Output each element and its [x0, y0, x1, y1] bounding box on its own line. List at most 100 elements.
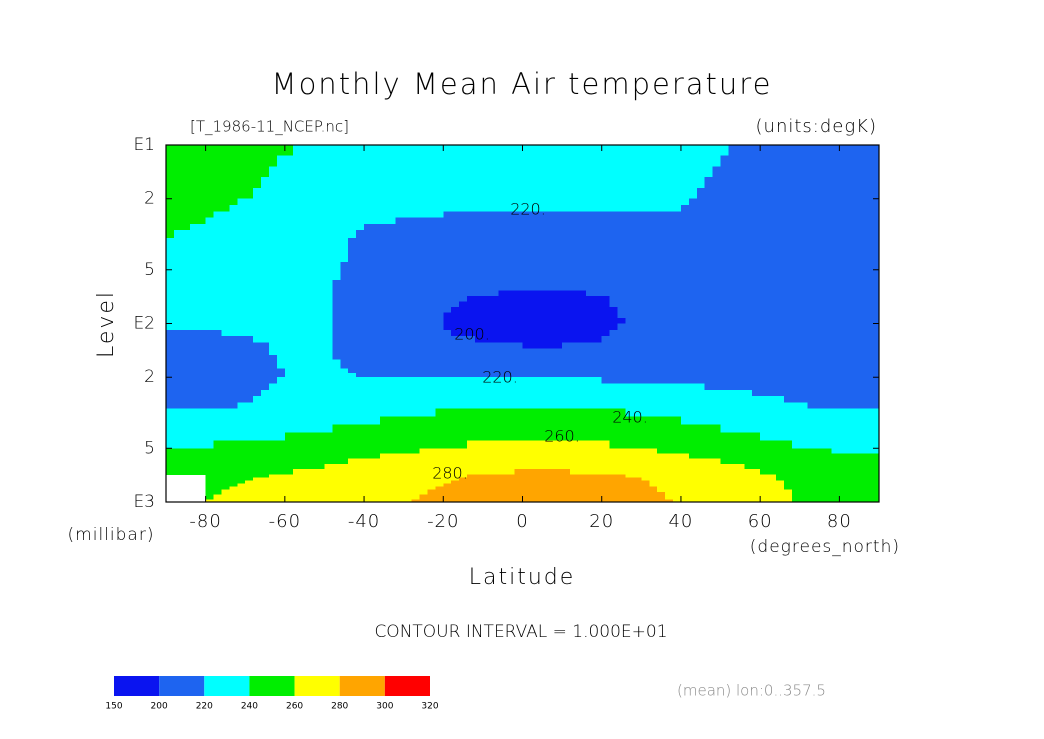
contour-fill — [522, 306, 532, 314]
contour-fill — [292, 396, 302, 403]
contour-fill — [435, 477, 444, 481]
contour-fill — [316, 205, 326, 212]
contour-fill — [871, 469, 880, 475]
contour-fill — [364, 166, 373, 178]
contour-fill — [625, 368, 635, 374]
contour-fill — [680, 269, 690, 276]
contour-fill — [419, 187, 429, 200]
contour-fill — [261, 329, 270, 337]
contour-fill — [617, 323, 627, 331]
contour-fill — [166, 469, 175, 475]
contour-fill — [752, 329, 761, 337]
contour-fill — [451, 372, 460, 378]
contour-fill — [506, 368, 516, 374]
contour-fill — [831, 312, 840, 319]
contour-fill — [173, 155, 183, 168]
contour-fill — [506, 389, 516, 397]
contour-fill — [696, 274, 706, 281]
contour-fill — [744, 211, 753, 219]
contour-fill — [562, 372, 571, 378]
contour-fill — [498, 336, 508, 343]
contour-fill — [807, 187, 817, 200]
contour-fill — [522, 253, 532, 263]
contour-fill — [609, 198, 619, 206]
contour-fill — [506, 463, 516, 470]
contour-fill — [831, 383, 840, 391]
contour-fill — [680, 372, 690, 378]
contour-fill — [649, 342, 658, 350]
contour-fill — [443, 383, 452, 391]
contour-fill — [332, 223, 341, 231]
contour-fill — [720, 402, 730, 410]
contour-fill — [229, 155, 238, 168]
contour-fill — [332, 348, 341, 356]
contour-fill — [744, 432, 753, 441]
contour-fill — [530, 440, 539, 449]
contour-fill — [467, 223, 476, 231]
contour-fill — [276, 217, 286, 225]
contour-fill — [593, 261, 603, 271]
contour-fill — [585, 469, 595, 475]
contour-fill — [609, 368, 619, 374]
contour-fill — [205, 396, 215, 403]
contour-fill — [791, 323, 801, 331]
contour-fill — [657, 363, 666, 369]
contour-fill — [783, 166, 793, 178]
contour-fill — [237, 177, 246, 189]
contour-fill — [419, 145, 429, 157]
contour-fill — [522, 480, 532, 484]
contour-fill — [704, 290, 714, 297]
contour-fill — [490, 198, 500, 206]
contour-fill — [506, 312, 516, 319]
contour-fill — [847, 317, 856, 325]
contour-fill — [387, 416, 397, 426]
contour-fill — [839, 205, 848, 212]
contour-fill — [704, 354, 714, 360]
contour-fill — [530, 342, 539, 350]
contour-fill — [395, 295, 405, 302]
contour-fill — [570, 372, 579, 378]
contour-fill — [657, 469, 666, 475]
contour-fill — [340, 187, 349, 200]
contour-cell — [443, 408, 484, 449]
contour-fill — [451, 474, 460, 478]
contour-fill — [577, 301, 587, 308]
contour-fill — [245, 474, 254, 478]
contour-fill — [570, 458, 579, 465]
contour-fill — [205, 166, 215, 178]
contour-fill — [197, 463, 207, 470]
contour-fill — [728, 432, 737, 441]
contour-fill — [855, 458, 864, 465]
contour-fill — [601, 280, 611, 287]
contour-fill — [316, 301, 326, 308]
contour-fill — [863, 290, 872, 297]
contour-fill — [680, 474, 690, 478]
contour-fill — [490, 458, 500, 465]
contour-fill — [379, 290, 389, 297]
contour-fill — [411, 177, 421, 189]
contour-fill — [847, 323, 856, 331]
contour-fill — [704, 198, 714, 206]
contour-fill — [506, 290, 516, 297]
contour-fill — [356, 211, 365, 219]
contour-fill — [712, 463, 722, 470]
contour-fill — [736, 323, 745, 331]
contour-fill — [673, 211, 682, 219]
contour-cell — [799, 377, 840, 410]
contour-fill — [768, 217, 777, 225]
contour-fill — [633, 261, 642, 271]
contour-fill — [680, 363, 690, 369]
contour-fill — [276, 348, 286, 356]
contour-fill — [673, 477, 682, 481]
contour-fill — [577, 211, 587, 219]
contour-fill — [791, 312, 801, 319]
contour-fill — [467, 280, 476, 287]
contour-fill — [181, 301, 191, 308]
contour-fill — [736, 432, 745, 441]
contour-fill — [601, 342, 611, 350]
contour-fill — [498, 290, 508, 297]
contour-cell — [443, 354, 484, 378]
contour-fill — [609, 177, 619, 189]
contour-fill — [633, 416, 642, 426]
contour-fill — [253, 290, 262, 297]
